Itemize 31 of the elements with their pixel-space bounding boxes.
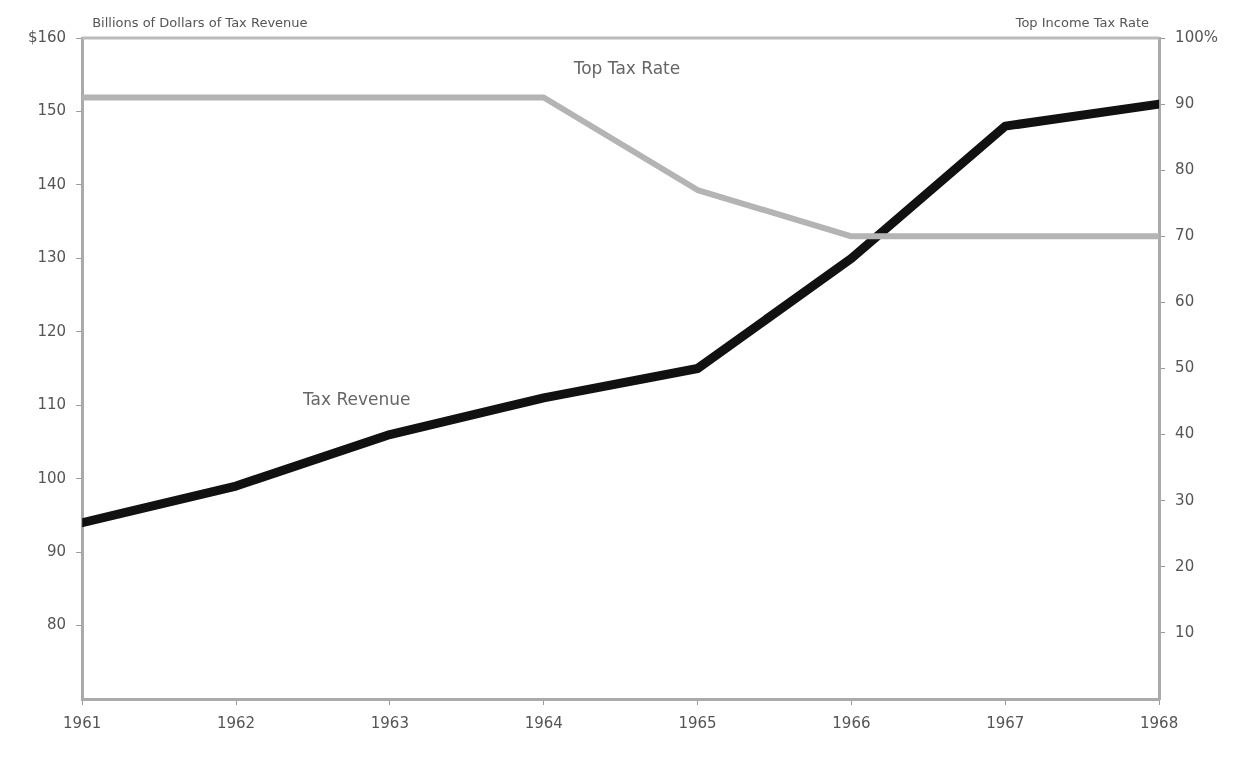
y2-tick-label: 70	[1175, 226, 1195, 245]
y2-tick-label: 20	[1175, 556, 1195, 575]
y-tick-label: 110	[37, 395, 67, 414]
y2-axis-title: Top Income Tax Rate	[1014, 14, 1150, 30]
y-tick-label: 80	[47, 615, 67, 634]
y-tick-label: 120	[37, 321, 67, 340]
y2-tick-label: 60	[1175, 292, 1195, 311]
y2-tick-label: 10	[1175, 622, 1195, 641]
series-label: Tax Revenue	[301, 388, 411, 409]
y-tick-label: 130	[37, 248, 67, 267]
series-label: Top Tax Rate	[572, 57, 681, 78]
x-tick-label: 1968	[1140, 713, 1179, 732]
y-tick-label: 90	[47, 542, 67, 560]
x-tick-label: 1963	[370, 713, 409, 732]
y2-tick-label: 30	[1175, 490, 1195, 509]
x-tick-label: 1964	[524, 713, 563, 732]
y-tick-label: 150	[37, 101, 67, 120]
y2-tick-label: 80	[1175, 160, 1195, 179]
x-tick-label: 1961	[63, 713, 102, 732]
y2-tick-label: 50	[1175, 358, 1195, 377]
x-tick-label: 1965	[678, 713, 717, 732]
y2-tick-label: 90	[1175, 93, 1195, 112]
x-tick-label: 1962	[216, 713, 256, 732]
y-tick-label: $160	[27, 27, 67, 46]
x-tick-label: 1966	[832, 713, 871, 732]
x-tick-label: 1967	[986, 713, 1025, 732]
y-axis-title: Billions of Dollars of Tax Revenue	[92, 14, 308, 30]
y2-tick-label: 40	[1175, 424, 1195, 443]
y-tick-label: 100	[37, 468, 67, 487]
y2-tick-label: 100%	[1175, 27, 1219, 46]
y-tick-label: 140	[37, 174, 67, 193]
